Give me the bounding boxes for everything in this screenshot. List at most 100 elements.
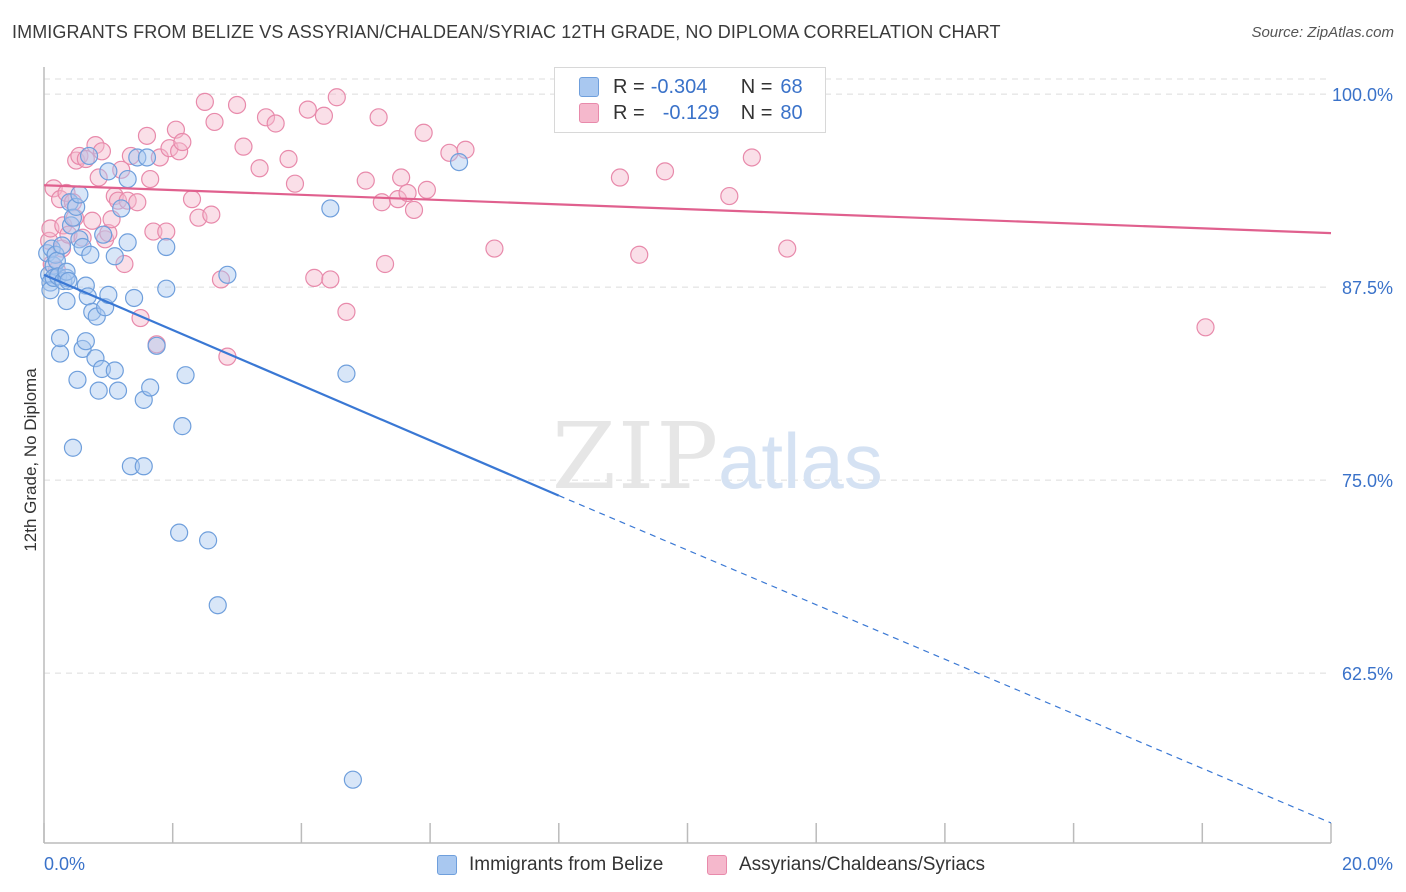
x-tick-label-min: 0.0% (44, 854, 85, 874)
data-point (375, 254, 395, 274)
data-point (79, 146, 99, 166)
source-label: Source: ZipAtlas.com (1251, 24, 1394, 41)
r-value: -0.304 (650, 75, 708, 98)
data-point (157, 237, 176, 257)
correlation-legend: R = -0.304 N = 68 R = -0.129 N = 80 (554, 67, 826, 133)
data-point (778, 239, 797, 258)
data-point (108, 381, 128, 400)
data-point (742, 148, 761, 167)
n-label: N = (740, 101, 773, 124)
data-point (157, 279, 176, 298)
data-point (81, 245, 100, 264)
gridlines (44, 78, 1331, 674)
data-point (68, 370, 87, 389)
data-point (105, 247, 124, 266)
data-point (327, 88, 346, 107)
data-point (485, 239, 504, 258)
data-point (655, 162, 675, 181)
trend-line-assyrians (43, 184, 1332, 235)
watermark-zip: ZIP (552, 403, 720, 510)
data-point (86, 349, 105, 368)
data-point (369, 108, 388, 127)
data-point (121, 146, 140, 166)
data-point (195, 92, 214, 111)
y-tick-label: 100.0% (1332, 85, 1393, 105)
data-point (266, 114, 285, 133)
data-point (137, 126, 157, 145)
data-point (218, 265, 237, 284)
data-point (404, 200, 424, 220)
data-point (134, 457, 153, 476)
data-point (372, 193, 391, 212)
data-point (157, 222, 176, 241)
data-point (115, 254, 134, 274)
data-point (314, 106, 334, 125)
series-belize-points (38, 146, 469, 789)
data-point (57, 291, 76, 311)
data-point (147, 336, 166, 355)
legend-row-assyrians: R = -0.129 N = 80 (579, 101, 803, 125)
chart-title: IMMIGRANTS FROM BELIZE VS ASSYRIAN/CHALD… (12, 22, 1001, 42)
data-point (321, 199, 340, 218)
data-point (173, 417, 192, 436)
data-point (50, 344, 70, 363)
x-tick-label-max: 20.0% (1342, 854, 1393, 874)
data-point (198, 531, 218, 550)
data-point (70, 185, 89, 204)
data-point (121, 457, 140, 476)
data-point (1196, 318, 1215, 337)
legend-swatch-blue (437, 855, 457, 875)
data-point (630, 245, 649, 264)
data-point (182, 190, 202, 209)
y-axis-label: 12th Grade, No Diploma (21, 368, 40, 552)
data-point (118, 169, 137, 189)
data-point (94, 225, 113, 244)
data-point (63, 208, 83, 227)
data-point (141, 169, 160, 189)
data-point (305, 268, 324, 287)
data-point (250, 159, 269, 178)
data-point (285, 174, 305, 193)
legend-label-belize: Immigrants from Belize (469, 854, 664, 875)
data-point (720, 186, 739, 206)
data-point (73, 237, 92, 257)
data-point (128, 193, 147, 212)
data-point (298, 100, 317, 119)
y-tick-label: 75.0% (1342, 471, 1393, 491)
data-point (205, 112, 224, 132)
data-point (449, 152, 469, 172)
data-point (398, 183, 417, 203)
r-label: R = (613, 75, 645, 98)
n-value: 68 (780, 75, 803, 98)
data-point (337, 302, 356, 321)
data-point (150, 148, 169, 167)
r-label: R = (613, 101, 645, 124)
data-point (50, 329, 70, 348)
data-point (610, 168, 630, 187)
y-tick-label: 87.5% (1342, 278, 1393, 298)
legend-row-belize: R = -0.304 N = 68 (579, 75, 803, 99)
watermark-atlas: atlas (718, 417, 883, 505)
data-point (89, 381, 108, 400)
data-point (52, 236, 72, 255)
data-point (417, 180, 436, 199)
legend-swatch-blue (579, 77, 599, 97)
y-tick-label: 62.5% (1342, 664, 1393, 684)
data-point (144, 222, 163, 241)
data-point (89, 168, 108, 187)
data-point (343, 770, 362, 789)
n-value: 80 (780, 101, 803, 124)
data-point (279, 149, 298, 169)
trend-extension-belize (558, 495, 1332, 824)
r-value: -0.129 (662, 101, 720, 124)
data-point (208, 596, 227, 615)
legend-swatch-pink (579, 103, 599, 123)
data-point (118, 233, 137, 252)
trend-lines (43, 184, 1332, 824)
data-point (170, 523, 189, 542)
data-point (112, 199, 131, 218)
data-point (392, 168, 411, 187)
data-point (76, 149, 95, 169)
axes (43, 67, 1332, 844)
